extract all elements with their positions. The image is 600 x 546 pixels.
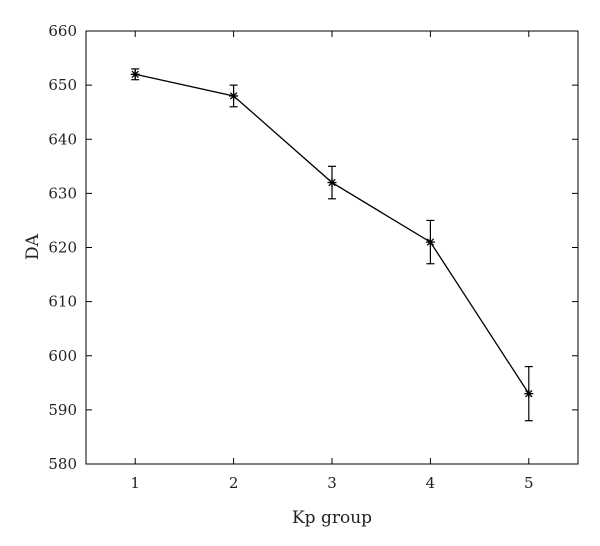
x-tick-label: 3 xyxy=(327,474,337,492)
y-tick-label: 630 xyxy=(48,184,77,202)
plot-frame xyxy=(85,30,579,465)
y-tick-label: 610 xyxy=(48,293,77,311)
x-tick-label: 2 xyxy=(229,474,239,492)
series-layer xyxy=(130,68,534,422)
y-tick-label: 640 xyxy=(48,130,77,148)
y-tick-label: 620 xyxy=(48,239,77,257)
data-point-marker xyxy=(524,389,534,399)
data-point-marker xyxy=(327,178,337,188)
y-tick-label: 580 xyxy=(48,455,77,473)
y-tick-label: 590 xyxy=(48,401,77,419)
x-tick-label: 1 xyxy=(130,474,140,492)
data-point-marker xyxy=(229,91,239,101)
y-tick-label: 650 xyxy=(48,76,77,94)
y-tick-label: 660 xyxy=(48,22,77,40)
series-line xyxy=(135,73,530,394)
x-tick-label: 4 xyxy=(426,474,436,492)
y-axis: 580 590 600 610 620 630 640 650 660 xyxy=(48,22,578,473)
x-axis-title: Kp group xyxy=(292,508,372,528)
x-axis: 1 2 3 4 5 xyxy=(130,31,534,492)
y-axis-title: DA xyxy=(23,233,43,260)
data-point-marker xyxy=(425,237,435,247)
data-point-marker xyxy=(130,69,140,79)
y-tick-label: 600 xyxy=(48,347,77,365)
x-tick-label: 5 xyxy=(524,474,534,492)
